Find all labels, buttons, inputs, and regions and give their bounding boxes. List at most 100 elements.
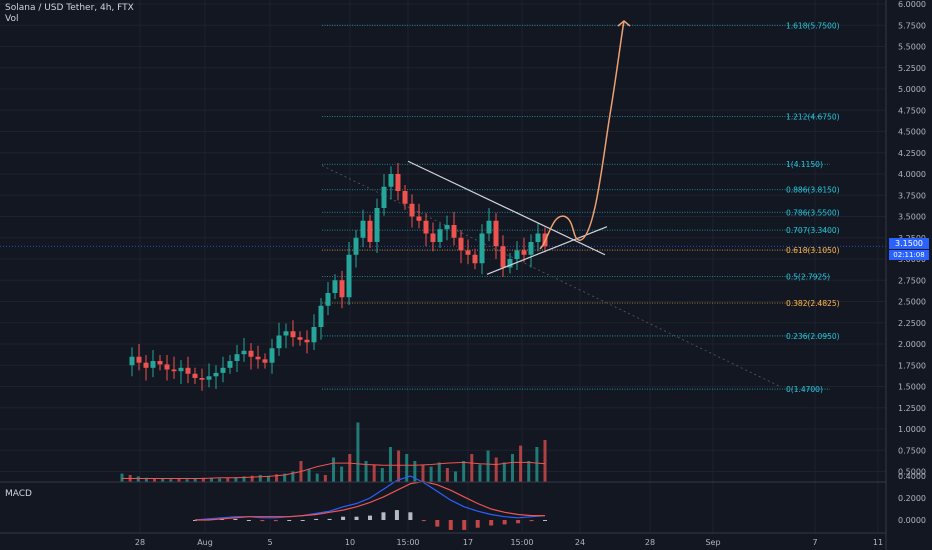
candle-body: [465, 250, 471, 255]
volume-bar: [250, 475, 254, 482]
y-tick-label: 4.2500: [898, 149, 926, 158]
volume-bar: [527, 461, 531, 482]
macd-histogram-bar: [516, 520, 521, 524]
macd-histogram-bar: [394, 510, 399, 520]
candle-body: [206, 376, 212, 380]
volume-bar: [209, 478, 213, 482]
macd-histogram-bar: [233, 518, 238, 520]
y-tick-label: 2.2500: [898, 319, 926, 328]
fib-level-label: 0.707(3.3400): [786, 226, 840, 235]
candle-body: [514, 250, 520, 259]
fib-level-label: 0(1.4700): [786, 385, 823, 394]
volume-bar: [218, 478, 222, 482]
candle-body: [157, 361, 163, 365]
candle-body: [451, 225, 457, 238]
bar-countdown-badge: 02:11:08: [889, 250, 929, 260]
macd-pane: [193, 475, 547, 530]
fib-level-label: 0.5(2.7925): [786, 273, 830, 282]
volume-bar: [169, 479, 173, 482]
macd-histogram-bar: [381, 512, 386, 520]
candle-body: [304, 339, 310, 343]
candle-body: [500, 246, 506, 268]
volume-bar: [193, 478, 197, 482]
volume-bar: [454, 471, 458, 482]
projection-path: [539, 20, 625, 250]
candle-body: [416, 216, 422, 221]
candle-body: [178, 367, 184, 372]
candle-body: [430, 233, 436, 242]
candle-body: [290, 331, 296, 338]
y-tick-label: 1.5000: [898, 383, 926, 392]
x-tick-label: 28: [645, 538, 655, 547]
x-tick-label: Sep: [705, 538, 720, 547]
volume-bar: [478, 464, 482, 482]
candle-body: [276, 335, 282, 349]
fib-level-label: 0.618(3.1050): [786, 246, 840, 255]
candlesticks: [129, 162, 548, 391]
macd-tick-label: 0.4000: [898, 472, 926, 481]
y-tick-label: 4.5000: [898, 128, 926, 137]
y-tick-label: 5.5000: [898, 43, 926, 52]
volume-bar: [388, 447, 392, 482]
y-tick-label: 1.2500: [898, 404, 926, 413]
x-tick-label: 11: [873, 538, 883, 547]
macd-histogram-bar: [543, 520, 547, 521]
candle-body: [192, 373, 198, 378]
lower-trendline: [486, 226, 608, 275]
candle-body: [220, 367, 226, 373]
volume-bar: [201, 477, 205, 482]
candle-body: [423, 220, 429, 234]
x-tick-label: 15:00: [510, 538, 533, 547]
candle-body: [171, 369, 177, 372]
macd-histogram-bar: [300, 520, 305, 521]
upper-trendline: [407, 160, 606, 256]
volume-bar: [356, 422, 360, 482]
candle-body: [402, 191, 408, 204]
y-tick-label: 5.0000: [898, 85, 926, 94]
macd-histogram-bar: [529, 520, 534, 522]
candle-body: [444, 225, 450, 230]
volume-bar: [226, 477, 230, 482]
y-tick-label: 4.7500: [898, 106, 926, 115]
volume-bar: [364, 461, 368, 482]
macd-histogram-bar: [368, 515, 372, 520]
volume-bar: [185, 479, 189, 482]
y-tick-label: 2.7500: [898, 276, 926, 285]
symbol-title[interactable]: Solana / USD Tether, 4h, FTX: [5, 3, 134, 13]
volume-bar: [177, 478, 181, 482]
volume-bar: [315, 473, 319, 482]
candle-body: [367, 220, 373, 242]
volume-bar: [397, 450, 401, 482]
candle-body: [458, 237, 464, 251]
volume-bar: [519, 445, 523, 482]
volume-bar: [543, 440, 547, 482]
volume-bar: [136, 476, 140, 482]
candle-body: [395, 174, 401, 191]
volume-bar: [348, 454, 352, 482]
volume-bar: [470, 454, 474, 482]
macd-histogram-bar: [354, 516, 359, 520]
candle-body: [374, 208, 380, 242]
candle-body: [248, 350, 254, 357]
signal-line: [195, 480, 545, 521]
volume-bar: [429, 466, 433, 482]
volume-indicator-label[interactable]: Vol: [5, 14, 19, 24]
volume-bar: [242, 476, 246, 482]
volume-moving-average: [122, 461, 546, 479]
volume-bar: [161, 478, 165, 482]
candle-body: [297, 337, 303, 340]
volume-bar: [494, 457, 498, 482]
fib-level-label: 1(4.1150): [786, 160, 823, 169]
candle-body: [507, 259, 513, 268]
volume-bar: [234, 477, 238, 482]
y-tick-label: 0.5000: [898, 468, 926, 477]
volume-bar: [266, 475, 270, 482]
candle-body: [353, 237, 359, 255]
y-tick-label: 6.0000: [898, 0, 926, 9]
macd-indicator-label[interactable]: MACD: [5, 489, 32, 499]
candle-body: [262, 359, 268, 363]
trendline-drawings: [407, 20, 631, 275]
